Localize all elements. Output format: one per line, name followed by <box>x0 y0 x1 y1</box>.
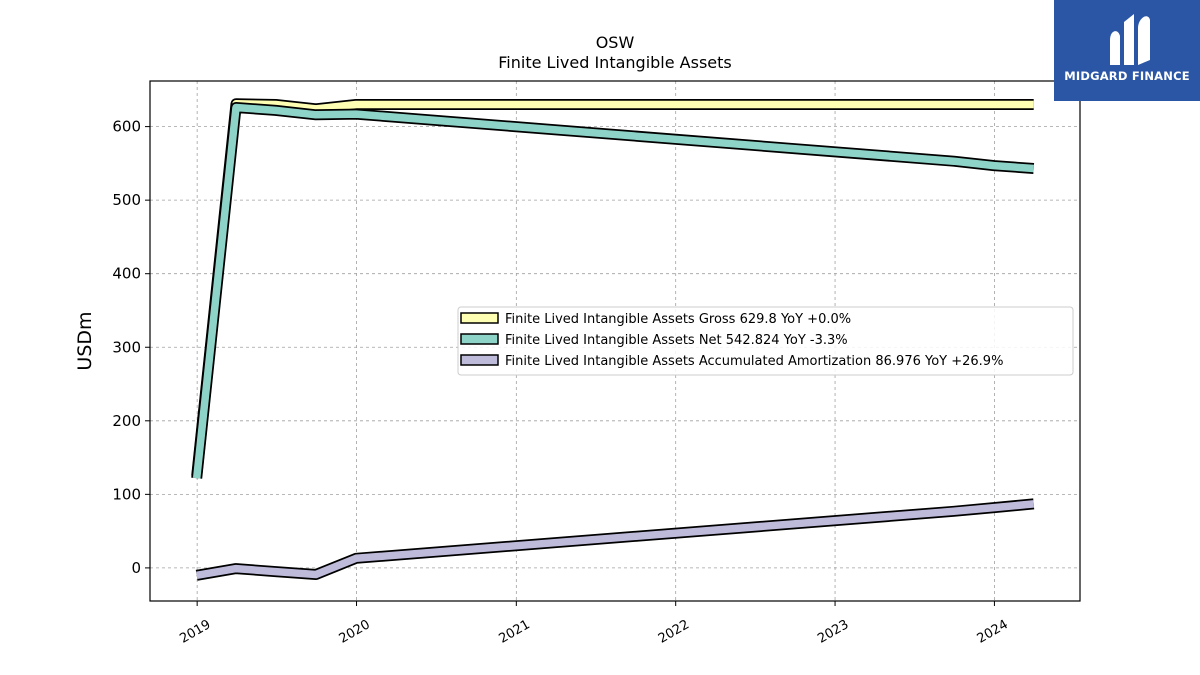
legend-swatch-net <box>460 333 499 345</box>
x-tick-label: 2023 <box>815 617 851 647</box>
y-tick-label: 500 <box>112 191 141 209</box>
series-lines <box>191 98 1035 581</box>
y-tick-label: 400 <box>112 265 141 283</box>
legend-label-gross: Finite Lived Intangible Assets Gross 629… <box>505 312 851 327</box>
y-tick-label: 600 <box>112 118 141 136</box>
y-tick-label: 300 <box>112 338 141 356</box>
x-tick-label: 2020 <box>337 617 373 647</box>
chart-subtitle: Finite Lived Intangible Assets <box>498 53 731 72</box>
legend-swatch-gross <box>460 312 499 324</box>
x-tick-label: 2022 <box>656 617 692 647</box>
y-tick-label: 100 <box>112 485 141 503</box>
brand-logo: MIDGARD FINANCE <box>1054 0 1200 101</box>
x-axis-ticks: 2019 2020 2021 2022 2023 2024 <box>177 601 1011 647</box>
chart-title: OSW <box>596 33 635 52</box>
plot-frame <box>149 80 1081 602</box>
y-tick-label: 200 <box>112 412 141 430</box>
midgard-logo-icon <box>1110 14 1150 65</box>
legend-label-net: Finite Lived Intangible Assets Net 542.8… <box>505 333 848 348</box>
series-outline-net <box>191 102 1035 479</box>
legend-box <box>457 306 1074 376</box>
x-tick-label: 2021 <box>496 617 532 647</box>
y-tick-label: 0 <box>131 559 141 577</box>
legend-swatch-amortization <box>460 354 499 366</box>
series-line-amortization <box>196 500 1035 579</box>
brand-name: MIDGARD FINANCE <box>1064 69 1190 83</box>
legend: Finite Lived Intangible Assets Gross 629… <box>457 306 1074 376</box>
series-line-net <box>192 103 1034 479</box>
x-tick-label: 2019 <box>177 617 213 647</box>
x-tick-label: 2024 <box>975 617 1011 647</box>
legend-label-amortization: Finite Lived Intangible Assets Accumulat… <box>505 354 1003 369</box>
y-axis-label: USDm <box>74 311 96 370</box>
y-axis-ticks: 0 100 200 300 400 500 600 <box>112 118 150 577</box>
